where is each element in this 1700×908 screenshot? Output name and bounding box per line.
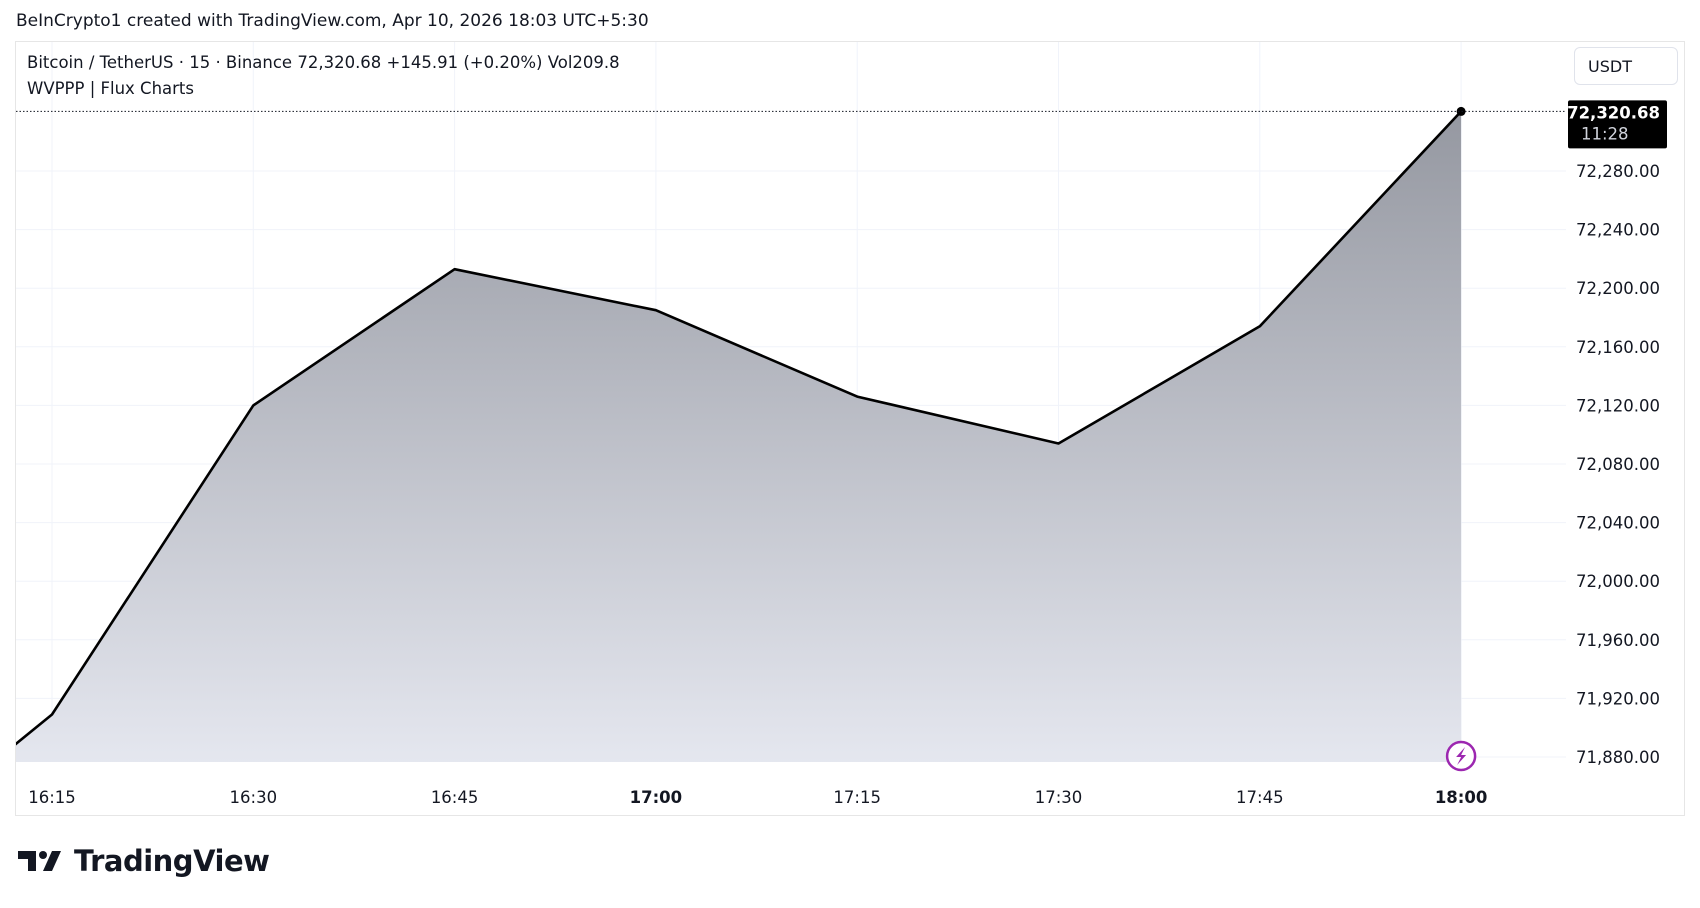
x-tick-label: 16:15 — [28, 788, 76, 807]
y-tick-label: 72,240.00 — [1576, 221, 1660, 240]
y-tick-label: 71,920.00 — [1576, 689, 1660, 708]
x-tick-label: 17:15 — [833, 788, 881, 807]
x-tick-label: 17:30 — [1035, 788, 1083, 807]
bar-countdown: 11:28 — [1581, 124, 1629, 143]
x-tick-label: 18:00 — [1435, 788, 1488, 807]
y-tick-label: 72,280.00 — [1576, 162, 1660, 181]
y-tick-label: 72,200.00 — [1576, 279, 1660, 298]
indicator-legend[interactable]: WVPPP | Flux Charts — [27, 79, 194, 98]
tradingview-logo-icon — [18, 851, 61, 871]
logo-text: TradingView — [74, 844, 270, 878]
chart-attribution: BeInCrypto1 created with TradingView.com… — [16, 11, 649, 31]
x-tick-label: 17:45 — [1236, 788, 1284, 807]
symbol-legend[interactable]: Bitcoin / TetherUS · 15 · Binance 72,320… — [27, 53, 620, 72]
x-tick-label: 16:30 — [230, 788, 278, 807]
chart-frame — [15, 41, 1685, 816]
y-tick-label: 72,160.00 — [1576, 338, 1660, 357]
current-price-label — [1568, 100, 1667, 149]
y-tick-label: 72,080.00 — [1576, 455, 1660, 474]
x-tick-label: 16:45 — [431, 788, 479, 807]
y-tick-label: 71,880.00 — [1576, 748, 1660, 767]
x-tick-label: 17:00 — [630, 788, 683, 807]
y-tick-label: 72,000.00 — [1576, 572, 1660, 591]
y-tick-label: 71,960.00 — [1576, 631, 1660, 650]
lightning-icon[interactable] — [1445, 740, 1477, 772]
price-line — [16, 110, 1463, 746]
y-tick-label: 72,120.00 — [1576, 396, 1660, 415]
data-point — [1456, 106, 1466, 116]
current-price-value: 72,320.68 — [1567, 103, 1660, 122]
y-tick-label: 72,040.00 — [1576, 514, 1660, 533]
currency-button[interactable]: USDT — [1574, 47, 1678, 85]
area-fill — [16, 111, 1462, 762]
tradingview-logo[interactable]: TradingView — [18, 844, 270, 878]
